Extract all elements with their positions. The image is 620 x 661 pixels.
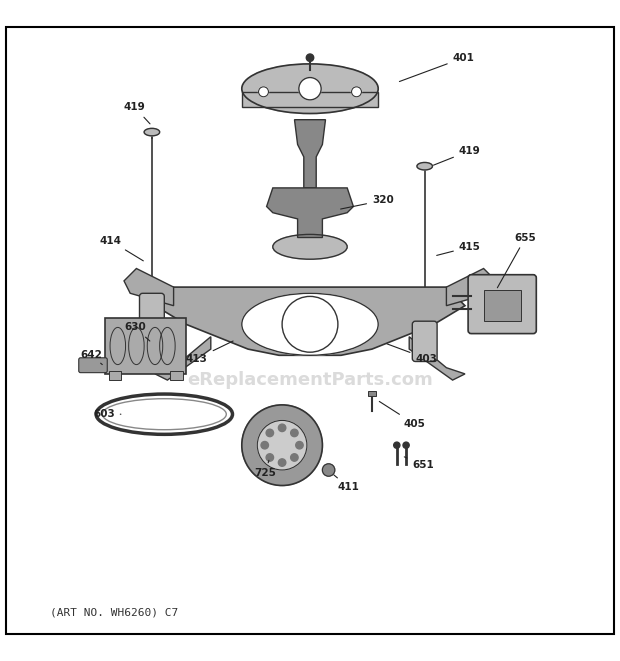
Circle shape <box>394 442 400 448</box>
FancyBboxPatch shape <box>242 92 378 107</box>
Text: 403: 403 <box>387 344 437 364</box>
Text: 411: 411 <box>334 475 360 492</box>
Circle shape <box>278 459 286 466</box>
Circle shape <box>257 420 307 470</box>
Circle shape <box>306 54 314 61</box>
Bar <box>368 391 376 395</box>
Text: 655: 655 <box>497 233 536 288</box>
Text: 419: 419 <box>124 102 150 124</box>
Text: 630: 630 <box>124 323 150 341</box>
Text: 642: 642 <box>81 350 102 365</box>
Circle shape <box>403 442 409 448</box>
Polygon shape <box>155 287 465 356</box>
Circle shape <box>266 429 273 437</box>
Ellipse shape <box>417 163 433 170</box>
Text: (ART NO. WH6260) C7: (ART NO. WH6260) C7 <box>50 607 178 617</box>
Polygon shape <box>124 268 174 305</box>
Text: 725: 725 <box>254 460 276 478</box>
Ellipse shape <box>144 128 160 136</box>
Bar <box>108 371 121 380</box>
Polygon shape <box>446 268 496 305</box>
Polygon shape <box>409 336 465 380</box>
Text: 419: 419 <box>433 146 481 165</box>
Circle shape <box>259 87 268 97</box>
Text: 401: 401 <box>399 53 474 81</box>
FancyBboxPatch shape <box>484 290 521 321</box>
Circle shape <box>352 87 361 97</box>
Circle shape <box>291 429 298 437</box>
Circle shape <box>291 453 298 461</box>
Text: 413: 413 <box>186 341 233 364</box>
Circle shape <box>296 442 303 449</box>
Text: 603: 603 <box>93 409 121 419</box>
Text: eReplacementParts.com: eReplacementParts.com <box>187 371 433 389</box>
Ellipse shape <box>273 235 347 259</box>
FancyBboxPatch shape <box>79 358 107 373</box>
Circle shape <box>278 424 286 432</box>
Ellipse shape <box>242 64 378 114</box>
FancyBboxPatch shape <box>468 275 536 334</box>
Circle shape <box>261 442 268 449</box>
Text: 320: 320 <box>340 196 394 209</box>
Text: 414: 414 <box>99 236 143 261</box>
Circle shape <box>242 405 322 485</box>
Circle shape <box>299 77 321 100</box>
Polygon shape <box>267 188 353 237</box>
FancyBboxPatch shape <box>140 293 164 334</box>
Ellipse shape <box>242 293 378 356</box>
Circle shape <box>266 453 273 461</box>
Text: 651: 651 <box>404 457 434 470</box>
FancyBboxPatch shape <box>412 321 437 362</box>
Bar <box>170 371 183 380</box>
FancyBboxPatch shape <box>105 318 186 374</box>
Polygon shape <box>155 336 211 380</box>
Polygon shape <box>294 120 326 188</box>
Circle shape <box>282 296 338 352</box>
Circle shape <box>322 464 335 476</box>
Text: 415: 415 <box>436 242 480 255</box>
Text: 405: 405 <box>379 401 425 428</box>
